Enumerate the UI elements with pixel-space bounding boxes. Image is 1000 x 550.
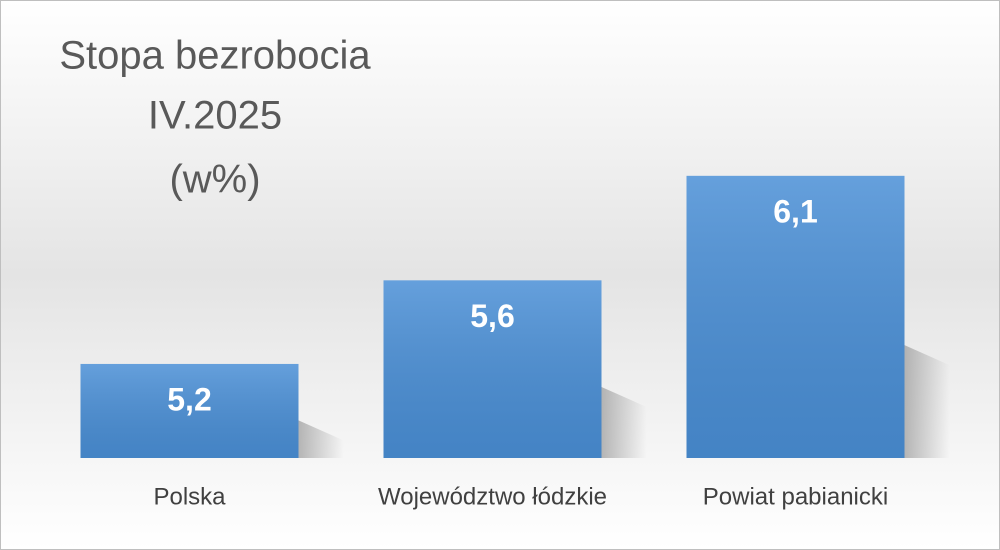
bar-sheen [686,175,905,458]
bar-shadow [298,420,344,458]
x-tick-label: Powiat pabianicki [703,483,888,510]
bar-shadow [601,386,647,458]
value-label: 5,6 [470,298,514,334]
bar-sheen [383,280,602,458]
title-line: IV.2025 [148,94,282,138]
title-line: (w%) [169,158,260,202]
value-label: 5,2 [167,381,211,417]
bar-shadow [904,345,950,458]
x-tick-label: Województwo łódzkie [378,483,607,510]
bar-sheen [80,363,299,458]
title-line: Stopa bezrobocia [59,34,371,78]
value-label: 6,1 [773,193,817,229]
title: Stopa bezrobocia IV.2025 (w%) [59,34,371,202]
x-tick-label: Polska [153,483,226,510]
